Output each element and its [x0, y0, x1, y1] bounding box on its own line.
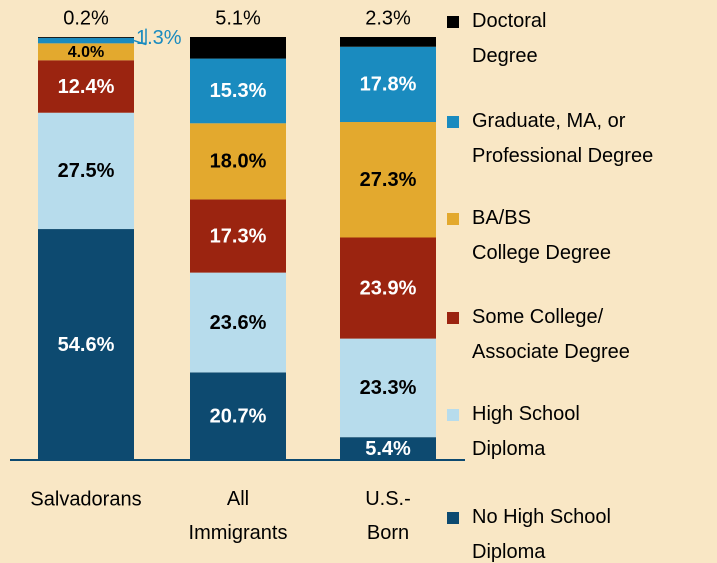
data-label: 23.6% — [210, 312, 267, 334]
data-label: 5.4% — [365, 438, 411, 460]
bar-segment — [340, 46, 436, 123]
legend-swatch — [447, 409, 459, 421]
legend-swatch — [447, 116, 459, 128]
legend-label: High School Diploma — [472, 403, 580, 460]
x-tick-label: Salvadorans — [30, 488, 141, 510]
bar-segment — [190, 58, 286, 124]
bar-segment — [190, 199, 286, 273]
data-label: 15.3% — [210, 80, 267, 102]
data-label: 20.7% — [210, 406, 267, 428]
legend-label: BA/BS College Degree — [472, 207, 611, 264]
data-label: 18.0% — [210, 151, 267, 173]
bar-segment — [190, 372, 286, 460]
data-label: 23.9% — [360, 277, 417, 299]
x-tick-label: U.S.-Born — [365, 488, 411, 544]
legend-label: Graduate, MA, or Professional Degree — [472, 110, 653, 167]
bar-segment — [340, 37, 436, 47]
bar-segment — [38, 37, 134, 38]
data-label: 27.3% — [360, 169, 417, 191]
data-label: 23.3% — [360, 377, 417, 399]
legend-label: No High School Diploma — [472, 506, 611, 563]
bar-segment — [38, 60, 134, 113]
bar-segment — [340, 338, 436, 438]
data-label: 1.3% — [136, 27, 182, 49]
bar-segment — [38, 229, 134, 460]
data-label: 17.8% — [360, 74, 417, 96]
bar-segment — [38, 43, 134, 61]
bar-segment — [340, 122, 436, 238]
x-tick-label: All Immigrants — [189, 488, 288, 544]
data-label: 17.3% — [210, 225, 267, 247]
data-label: 4.0% — [68, 44, 104, 61]
bar-segment — [190, 123, 286, 200]
bar-segment — [340, 437, 436, 460]
data-label: 0.2% — [63, 7, 109, 29]
bar-segment — [38, 112, 134, 230]
legend-swatch — [447, 16, 459, 28]
bar-segment — [190, 272, 286, 373]
legend-swatch — [447, 312, 459, 324]
legend-label: Some College/Associate Degree — [472, 306, 630, 363]
legend-swatch — [447, 512, 459, 524]
bar-segment — [190, 37, 286, 59]
legend-swatch — [447, 213, 459, 225]
bar-segment — [340, 237, 436, 339]
data-label: 5.1% — [215, 7, 261, 29]
leader-line — [133, 39, 147, 46]
data-label: 54.6% — [58, 334, 115, 356]
data-label: 12.4% — [58, 76, 115, 98]
bar-segment — [38, 37, 134, 44]
data-label: 2.3% — [365, 7, 411, 29]
legend-label: Doctoral Degree — [472, 10, 546, 67]
data-label: 27.5% — [58, 160, 115, 182]
